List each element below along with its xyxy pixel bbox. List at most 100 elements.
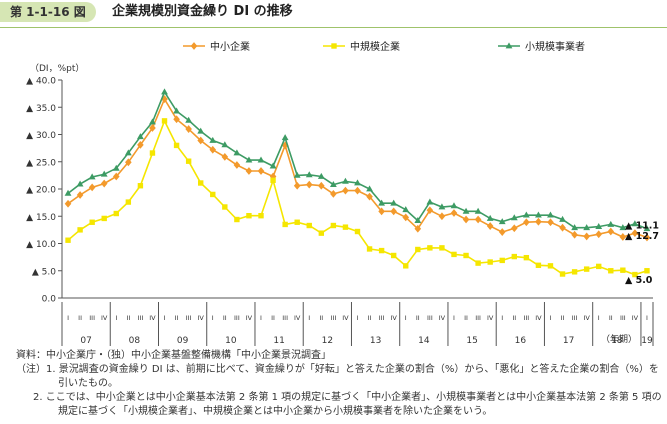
data-point: [486, 214, 494, 221]
data-point: [233, 149, 241, 156]
data-point: [282, 221, 288, 228]
x-quarter-label: III: [475, 314, 481, 322]
x-quarter-label: II: [175, 314, 179, 322]
data-point: [559, 215, 566, 222]
y-tick-label: ▲ 30.0: [26, 131, 56, 141]
data-point: [426, 198, 434, 205]
data-point: [510, 224, 518, 233]
x-quarter-label: II: [609, 314, 613, 322]
data-point: [607, 227, 615, 236]
data-point: [366, 246, 373, 252]
data-point: [185, 116, 193, 123]
data-point: [137, 140, 144, 149]
x-year-label: 10: [225, 336, 237, 346]
data-point: [76, 180, 84, 187]
data-point: [197, 136, 205, 145]
data-point: [378, 247, 385, 254]
data-point: [113, 210, 119, 217]
x-quarter-label: I: [115, 314, 117, 322]
end-value-label: ▲ 12.7: [625, 231, 659, 242]
y-tick-label: ▲ 15.0: [26, 213, 56, 223]
data-point: [547, 263, 554, 269]
data-point: [571, 230, 578, 239]
data-point: [245, 156, 253, 163]
data-point: [414, 224, 422, 233]
data-point: [124, 149, 132, 156]
data-point: [571, 269, 578, 275]
x-quarter-label: IV: [101, 314, 108, 322]
note-2-cont: 規定に基づく「小規模企業者」、中規模企業とは中小企業から小規模事業者を除いた企業…: [58, 406, 493, 417]
x-quarter-label: III: [523, 314, 529, 322]
legend-item-2: 中規模企業: [323, 40, 400, 53]
note-2: 2. ここでは、中小企業とは中小企業基本法第 2 条第 1 項の規定に基づく「中…: [33, 392, 662, 403]
data-point: [305, 171, 313, 178]
y-tick-label: ▲ 20.0: [26, 186, 56, 196]
data-point: [185, 158, 192, 164]
data-point: [438, 212, 446, 221]
data-point: [354, 186, 361, 195]
x-year-label: 11: [273, 336, 284, 346]
data-point: [474, 215, 482, 224]
data-point: [306, 222, 312, 229]
data-point: [294, 219, 300, 225]
figure-number-badge: 第 1-1-16 図: [0, 2, 96, 22]
data-point: [498, 218, 506, 225]
x-quarter-label: IV: [535, 314, 542, 322]
data-point: [269, 172, 277, 181]
x-year-label: 17: [563, 336, 574, 346]
data-point: [643, 233, 651, 242]
data-point: [149, 124, 156, 132]
data-point: [487, 259, 493, 265]
data-point: [354, 179, 361, 186]
data-point: [643, 225, 651, 232]
x-quarter-label: III: [138, 314, 144, 322]
data-point: [378, 199, 386, 206]
data-point: [281, 141, 289, 150]
x-quarter-label: IV: [439, 314, 446, 322]
data-point: [221, 152, 229, 161]
legend-marker-icon: [190, 42, 198, 50]
series-layer: [64, 88, 651, 278]
data-point: [619, 233, 627, 241]
data-point: [559, 223, 566, 232]
data-point: [366, 192, 373, 201]
data-point: [137, 183, 144, 189]
x-quarter-label: IV: [583, 314, 590, 322]
data-point: [293, 171, 301, 178]
data-point: [329, 181, 337, 188]
data-point: [149, 150, 156, 156]
data-point: [77, 227, 83, 233]
data-point: [330, 222, 337, 229]
data-point: [101, 215, 107, 222]
x-quarter-label: III: [186, 314, 192, 322]
x-year-label: 07: [80, 336, 91, 346]
x-year-label: 16: [515, 336, 527, 346]
data-point: [595, 230, 603, 239]
data-point: [173, 107, 180, 114]
chart-legend: 中小企業 中規模企業 小規模事業者: [183, 40, 585, 53]
data-point: [475, 260, 481, 266]
legend-marker-icon: [331, 43, 337, 49]
data-point: [402, 213, 410, 222]
data-point: [474, 207, 482, 214]
data-point: [439, 245, 445, 251]
end-value-label: ▲ 11.1: [625, 221, 659, 232]
data-point: [631, 229, 639, 238]
data-point: [535, 262, 542, 268]
x-quarter-label: IV: [342, 314, 349, 322]
x-quarter-label: I: [357, 314, 359, 322]
y-tick-label: ▲ 35.0: [26, 104, 56, 114]
data-point: [88, 183, 96, 192]
x-quarter-label: I: [308, 314, 310, 322]
data-point: [257, 167, 265, 175]
data-point: [402, 206, 410, 213]
data-point: [451, 251, 457, 258]
data-point: [619, 224, 627, 231]
series-1: [64, 95, 651, 242]
x-quarter-label: I: [501, 314, 503, 322]
x-year-label: 15: [466, 336, 477, 346]
x-quarter-label: II: [319, 314, 323, 322]
data-point: [342, 177, 349, 184]
y-axis-label: （DI，%pt）: [30, 63, 84, 74]
data-point: [245, 167, 253, 175]
